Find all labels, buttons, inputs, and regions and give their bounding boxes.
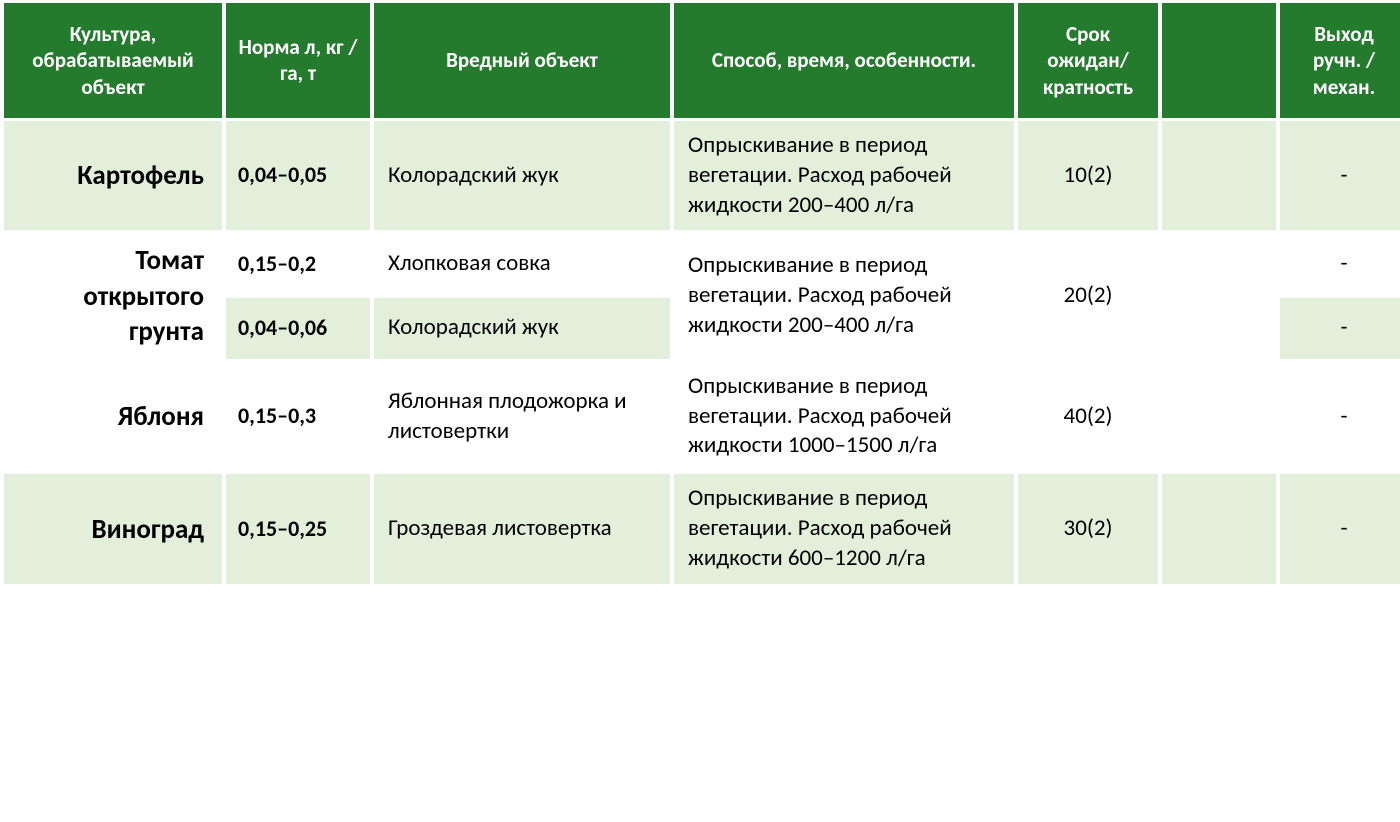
cell-norm: 0,04–0,05	[226, 121, 370, 231]
cell-pest: Яблонная плодожорка и листовертки	[374, 362, 670, 472]
cell-pest: Колорадский жук	[374, 121, 670, 231]
col-norm: Норма л, кг / га, т	[226, 3, 370, 118]
col-wait: Срок ожидан/ кратность	[1018, 3, 1158, 118]
cell-exit: -	[1280, 474, 1400, 584]
header-row: Культура, обрабатываемый объект Норма л,…	[4, 3, 1400, 118]
cell-norm: 0,15–0,25	[226, 474, 370, 584]
cell-blank	[1162, 362, 1276, 472]
col-exit: Выход ручн. /механ.	[1280, 3, 1400, 118]
cell-exit: -	[1280, 298, 1400, 359]
col-blank	[1162, 3, 1276, 118]
table-row: Томат открытого грунта 0,15–0,2 Хлопкова…	[4, 233, 1400, 294]
table-row: Картофель 0,04–0,05 Колорадский жук Опры…	[4, 121, 1400, 231]
cell-exit: -	[1280, 233, 1400, 294]
cell-culture: Картофель	[4, 121, 222, 231]
pesticide-table: Культура, обрабатываемый объект Норма л,…	[0, 0, 1400, 587]
cell-pest: Гроздевая листовертка	[374, 474, 670, 584]
cell-method: Опрыскивание в период вегетации. Расход …	[674, 362, 1014, 472]
cell-blank	[1162, 233, 1276, 358]
table-row: Яблоня 0,15–0,3 Яблонная плодожорка и ли…	[4, 362, 1400, 472]
col-pest: Вредный объект	[374, 3, 670, 118]
cell-culture: Яблоня	[4, 362, 222, 472]
cell-method: Опрыскивание в период вегетации. Расход …	[674, 233, 1014, 358]
cell-blank	[1162, 121, 1276, 231]
cell-wait: 10(2)	[1018, 121, 1158, 231]
cell-method: Опрыскивание в период вегетации. Расход …	[674, 474, 1014, 584]
cell-method: Опрыскивание в период вегетации. Расход …	[674, 121, 1014, 231]
cell-pest: Хлопковая совка	[374, 233, 670, 294]
cell-norm: 0,15–0,3	[226, 362, 370, 472]
cell-norm: 0,15–0,2	[226, 233, 370, 294]
cell-wait: 40(2)	[1018, 362, 1158, 472]
cell-wait: 20(2)	[1018, 233, 1158, 358]
cell-norm: 0,04–0,06	[226, 298, 370, 359]
table-row: Виноград 0,15–0,25 Гроздевая листовертка…	[4, 474, 1400, 584]
cell-pest: Колорадский жук	[374, 298, 670, 359]
col-method: Способ, время, особенности.	[674, 3, 1014, 118]
cell-wait: 30(2)	[1018, 474, 1158, 584]
cell-exit: -	[1280, 121, 1400, 231]
cell-culture: Виноград	[4, 474, 222, 584]
cell-exit: -	[1280, 362, 1400, 472]
cell-culture: Томат открытого грунта	[4, 233, 222, 358]
col-culture: Культура, обрабатываемый объект	[4, 3, 222, 118]
cell-blank	[1162, 474, 1276, 584]
